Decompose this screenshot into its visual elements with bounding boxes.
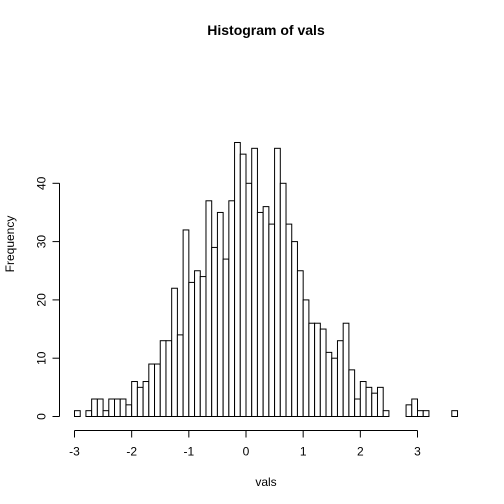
x-tick-label: 0: [243, 445, 250, 459]
histogram-bar: [74, 410, 81, 418]
histogram-bar: [262, 206, 270, 417]
histogram-bar: [228, 200, 236, 417]
x-axis: -3 -2 -1 0 1 2 3: [69, 430, 421, 459]
histogram-bar: [336, 340, 344, 417]
y-tick-label: 20: [35, 293, 49, 307]
histogram-bar: [211, 246, 218, 417]
histogram-bar: [285, 223, 293, 417]
histogram-bar: [302, 299, 310, 417]
histogram-bar: [422, 410, 430, 418]
histogram-bar: [199, 276, 207, 417]
x-axis-label: vals: [255, 475, 276, 489]
histogram-bar: [314, 322, 321, 417]
histogram-bar: [451, 410, 459, 418]
histogram-bar: [325, 351, 333, 417]
histogram-bar: [239, 153, 247, 417]
histogram-bar: [342, 322, 350, 417]
histogram-bar: [188, 281, 196, 417]
histogram-bar: [331, 357, 338, 418]
histogram-bar: [171, 287, 178, 417]
histogram-bar: [182, 229, 190, 417]
histogram-bar: [85, 410, 93, 418]
x-tick-label: 2: [357, 445, 364, 459]
histogram-bar: [176, 334, 184, 418]
histogram-bar: [274, 147, 281, 417]
x-tick-label: -2: [126, 445, 137, 459]
y-tick-label: 10: [35, 351, 49, 365]
histogram-bar: [279, 182, 287, 417]
histogram-bar: [411, 398, 418, 418]
x-tick-label: -1: [183, 445, 194, 459]
histogram-bar: [154, 363, 161, 417]
x-tick-label: 1: [300, 445, 307, 459]
histogram-bar: [148, 363, 156, 417]
histogram-bar: [96, 398, 104, 418]
histogram-bar: [382, 410, 390, 418]
histogram-bar: [354, 398, 361, 418]
x-tick-label: -3: [69, 445, 80, 459]
histogram-bar: [222, 258, 230, 417]
histogram-bar: [371, 392, 378, 417]
histogram-bar: [131, 381, 138, 417]
y-tick-label: 30: [35, 235, 49, 249]
histogram-bar: [405, 404, 413, 417]
histogram-bar: [365, 386, 373, 418]
histogram-bar: [319, 328, 327, 417]
histogram-bar: [125, 404, 133, 417]
histogram-bar: [296, 270, 304, 417]
histogram-bar: [108, 398, 116, 418]
histogram-bar: [165, 340, 173, 417]
histogram-bar: [205, 200, 213, 417]
histogram-bar: [359, 381, 367, 417]
y-axis: 0 10 20 30 40: [35, 176, 60, 420]
histogram-bar: [216, 211, 224, 417]
y-tick-label: 0: [35, 413, 49, 420]
histogram-bar: [234, 141, 241, 418]
histogram-bar: [159, 340, 167, 417]
histogram-bar: [194, 270, 201, 417]
bars-group: [74, 141, 459, 418]
histogram-bar: [251, 147, 258, 417]
histogram-bar: [376, 386, 384, 418]
y-tick-label: 40: [35, 176, 49, 190]
histogram-bar: [348, 369, 356, 417]
x-tick-label: 3: [414, 445, 421, 459]
histogram-bar: [308, 322, 316, 417]
histogram-bar: [119, 398, 127, 418]
histogram-bar: [114, 398, 121, 418]
chart-title: Histogram of vals: [207, 22, 325, 38]
histogram-bar: [245, 182, 253, 417]
histogram-bar: [136, 386, 144, 418]
histogram-bar: [256, 211, 264, 417]
histogram-bar: [142, 381, 150, 417]
histogram-bar: [102, 410, 110, 418]
y-axis-label: Frequency: [3, 216, 17, 273]
histogram-bar: [417, 410, 424, 418]
histogram-bar: [268, 223, 276, 417]
histogram-bar: [91, 398, 98, 418]
histogram-bar: [291, 241, 298, 417]
